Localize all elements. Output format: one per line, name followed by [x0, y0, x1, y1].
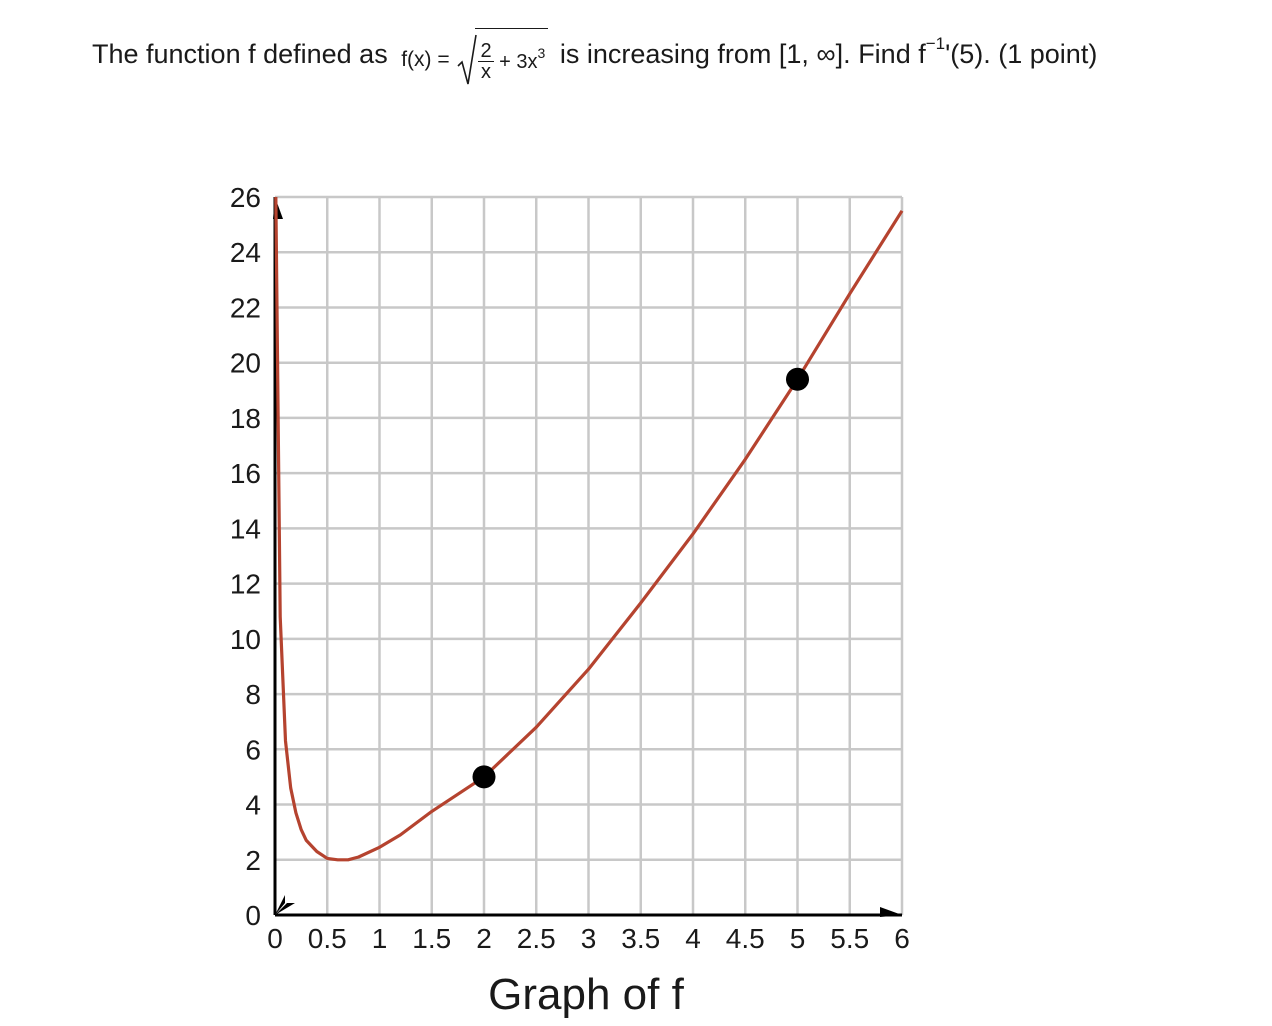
x-tick-label: 0.5	[308, 923, 347, 954]
function-expression: f(x) = 2 x + 3x3	[401, 28, 549, 92]
y-tick-label: 18	[230, 403, 261, 434]
square-root: 2 x + 3x3	[457, 28, 549, 92]
data-point	[472, 765, 496, 789]
x-tick-label: 6	[894, 923, 910, 954]
y-tick-label: 20	[230, 348, 261, 379]
question-middle-text: is increasing from [1, ∞]. Find f	[559, 38, 926, 69]
y-axis-arrow-bottom	[275, 895, 285, 915]
x-tick-label: 1	[372, 923, 388, 954]
y-tick-label: 16	[230, 458, 261, 489]
x-tick-labels: 0 0.5 1 1.5 2 2.5 3 3.5 4 4.5 5 5.5 6	[267, 923, 910, 954]
grid	[273, 195, 904, 917]
x-tick-label: 5	[790, 923, 806, 954]
y-tick-label: 22	[230, 292, 261, 323]
fraction: 2 x	[478, 40, 494, 84]
y-tick-label: 4	[245, 790, 261, 821]
series-line	[274, 196, 904, 862]
y-tick-label: 10	[230, 624, 261, 655]
points-group	[472, 367, 809, 789]
question-text: The function f defined as f(x) = 2 x + 3…	[92, 22, 1252, 102]
y-tick-label: 14	[230, 513, 261, 544]
x-tick-label: 2	[476, 923, 492, 954]
x-axis-arrow-right	[880, 907, 902, 917]
x-tick-label: 0	[267, 923, 283, 954]
x-tick-label: 5.5	[830, 923, 869, 954]
x-tick-label: 1.5	[412, 923, 451, 954]
question-middle: is increasing from [1, ∞]. Find f−1'(5).…	[560, 24, 1097, 84]
y-tick-label: 0	[245, 900, 261, 931]
x-axis-arrow-left	[275, 903, 295, 915]
x-tick-label: 4.5	[726, 923, 765, 954]
function-graph: 0 0.5 1 1.5 2 2.5 3 3.5 4 4.5 5 5.5 6 02468101214161…	[230, 182, 910, 954]
question-suffix: '(5). (1 point)	[945, 38, 1098, 69]
y-tick-label: 6	[245, 734, 261, 765]
radical-sign	[457, 34, 478, 85]
x-tick-label: 3	[581, 923, 597, 954]
data-point	[786, 367, 809, 391]
series-group	[274, 196, 904, 862]
y-tick-label: 24	[230, 237, 261, 268]
chart-title: Graph of f	[488, 970, 684, 1019]
cubic-term: + 3x3	[499, 46, 545, 73]
fraction-denominator: x	[481, 61, 492, 84]
y-tick-label: 2	[245, 845, 261, 876]
question-prefix: The function f defined as	[92, 38, 388, 69]
axes	[273, 197, 902, 917]
cubic-exponent: 3	[537, 45, 546, 62]
cubic-term-base: + 3x	[499, 50, 538, 73]
x-tick-label: 4	[685, 923, 701, 954]
fx-label: f(x) =	[401, 47, 450, 71]
y-tick-label: 12	[230, 569, 261, 600]
y-tick-label: 8	[245, 679, 261, 710]
y-tick-label: 26	[230, 182, 261, 213]
radicand: 2 x + 3x3	[475, 28, 549, 92]
x-tick-label: 3.5	[621, 923, 660, 954]
x-tick-label: 2.5	[517, 923, 556, 954]
inverse-exponent: −1	[925, 33, 946, 53]
fraction-numerator: 2	[478, 40, 494, 63]
